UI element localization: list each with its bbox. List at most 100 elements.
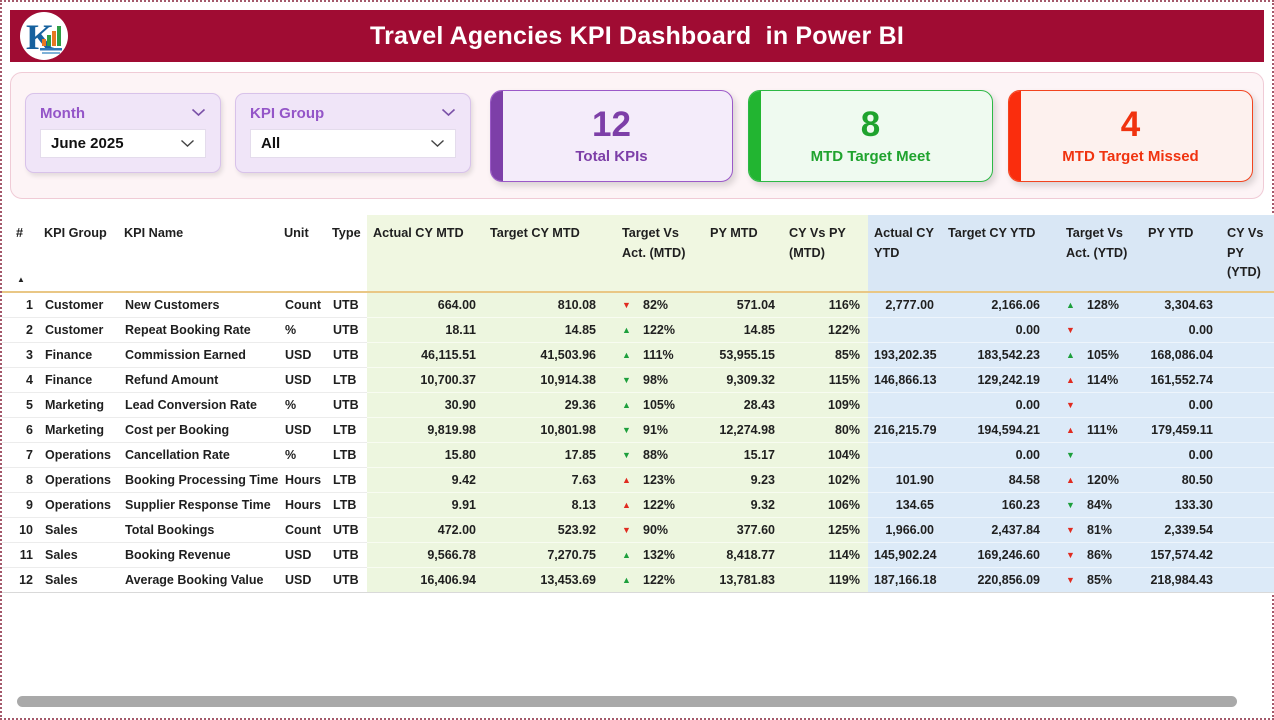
kpi-table-row[interactable]: 3 Finance Commission Earned USD UTB 46,115.51… [2,342,1274,368]
target-cy-ytd-cell: 84.58 [942,467,1048,493]
col-header-target-vs-act-mtd[interactable]: Target Vs Act. (MTD) [604,215,704,293]
row-index-cell: 11 [2,542,38,568]
py-ytd-cell: 161,552.74 [1142,367,1221,393]
type-cell: LTB [326,367,367,393]
cy-vs-py-ytd-cell [1221,517,1274,543]
kpi-name-cell: Total Bookings [118,517,278,543]
chevron-down-icon[interactable] [191,104,206,122]
target-vs-act-mtd-cell: ▲ 122% [604,317,704,343]
row-index-cell: 2 [2,317,38,343]
target-cy-mtd-cell: 41,503.96 [484,342,604,368]
row-index-cell: 12 [2,567,38,593]
target-cy-mtd-cell: 810.08 [484,292,604,318]
arrow-down-icon: ▼ [1066,524,1075,535]
sort-ascending-icon[interactable]: ▲ [17,274,25,284]
target-vs-act-mtd-cell: ▼ 98% [604,367,704,393]
kpi-table-body: 1 Customer New Customers Count UTB 664.00 810.… [2,292,1274,593]
unit-cell: % [278,442,326,468]
kpi-group-cell: Customer [38,317,118,343]
kpi-group-dropdown[interactable]: All [250,129,456,158]
col-header-py-ytd[interactable]: PY YTD [1142,215,1221,293]
kpi-table-row[interactable]: 12 Sales Average Booking Value USD UTB 16,406… [2,567,1274,593]
target-vs-act-ytd-cell: ▼ [1048,317,1142,343]
kpi-group-cell: Operations [38,467,118,493]
month-dropdown[interactable]: June 2025 [40,129,206,158]
kpi-name-cell: Refund Amount [118,367,278,393]
col-header-cy-vs-py-mtd[interactable]: CY Vs PY (MTD) [783,215,868,293]
kpi-table-row[interactable]: 10 Sales Total Bookings Count UTB 472.00 523.9… [2,517,1274,543]
col-header-kpi-group[interactable]: KPI Group [38,215,118,293]
horizontal-scrollbar[interactable] [17,696,1237,707]
actual-cy-ytd-cell: 216,215.79 [868,417,942,443]
arrow-down-icon: ▼ [622,524,631,535]
mtd-target-meet-value: 8 [860,104,881,144]
total-kpis-label: Total KPIs [575,148,648,166]
unit-cell: % [278,317,326,343]
col-header-cy-vs-py-ytd[interactable]: CY Vs PY (YTD) [1221,215,1274,293]
kpi-name-cell: Cancellation Rate [118,442,278,468]
card-accent-bar [1009,91,1021,181]
col-header-type[interactable]: Type [326,215,367,293]
target-vs-act-percent: 123% [643,472,675,487]
col-header-unit[interactable]: Unit [278,215,326,293]
kpi-table-row[interactable]: 1 Customer New Customers Count UTB 664.00 810.… [2,292,1274,318]
mtd-target-meet-label: MTD Target Meet [810,148,931,166]
arrow-up-icon: ▲ [1066,349,1075,360]
target-vs-act-percent: 91% [643,422,669,437]
kpi-table-row[interactable]: 7 Operations Cancellation Rate% LTB 15.80 17.… [2,442,1274,468]
company-logo-icon: K [18,11,70,61]
target-vs-act-percent: 120% [1087,472,1119,487]
col-header-py-mtd[interactable]: PY MTD [704,215,783,293]
unit-cell: USD [278,342,326,368]
month-dropdown-value: June 2025 [51,135,124,152]
target-vs-act-percent: 111% [1087,422,1118,437]
col-header-actual-cy-ytd[interactable]: Actual CY YTD [868,215,942,293]
col-header-target-vs-act-ytd[interactable]: Target Vs Act. (YTD) [1048,215,1142,293]
month-slicer-label: Month [40,104,85,122]
chevron-down-icon[interactable] [441,104,456,122]
kpi-name-cell: Repeat Booking Rate [118,317,278,343]
target-cy-ytd-cell: 2,437.84 [942,517,1048,543]
col-header-kpi-name[interactable]: KPI Name [118,215,278,293]
actual-cy-ytd-cell [868,442,942,468]
py-ytd-cell: 80.50 [1142,467,1221,493]
py-ytd-cell: 0.00 [1142,442,1221,468]
target-cy-ytd-cell: 2,166.06 [942,292,1048,318]
target-vs-act-percent: 122% [643,572,675,587]
type-cell: UTB [326,567,367,593]
col-header-index[interactable]: # ▲ [2,215,38,293]
kpi-name-cell: Supplier Response Time [118,492,278,518]
unit-cell: USD [278,367,326,393]
cy-vs-py-ytd-cell [1221,317,1274,343]
arrow-up-icon: ▲ [622,324,631,335]
col-header-target-cy-ytd[interactable]: Target CY YTD [942,215,1048,293]
month-slicer: Month June 2025 [25,93,221,173]
target-vs-act-percent: 82% [643,297,669,312]
row-index-cell: 10 [2,517,38,543]
kpi-name-cell: Commission Earned [118,342,278,368]
col-header-actual-cy-mtd[interactable]: Actual CY MTD [367,215,484,293]
target-vs-act-mtd-cell: ▼ 90% [604,517,704,543]
type-cell: LTB [326,442,367,468]
row-index-cell: 1 [2,292,38,318]
cy-vs-py-mtd-cell: 125% [783,517,868,543]
kpi-table-row[interactable]: 5 Marketing Lead Conversion Rate% UTB 30.90 2… [2,392,1274,418]
target-cy-ytd-cell: 0.00 [942,317,1048,343]
kpi-table-row[interactable]: 4 Finance Refund Amount USD LTB 10,700.37 10,9… [2,367,1274,393]
cy-vs-py-mtd-cell: 80% [783,417,868,443]
kpi-table-row[interactable]: 11 Sales Booking Revenue USD UTB 9,566.78 7,27… [2,542,1274,568]
row-index-cell: 3 [2,342,38,368]
target-vs-act-mtd-cell: ▲ 122% [604,567,704,593]
kpi-group-cell: Sales [38,517,118,543]
row-index-cell: 8 [2,467,38,493]
kpi-table-row[interactable]: 8 Operations Booking Processing Time Hours L… [2,467,1274,493]
cy-vs-py-ytd-cell [1221,292,1274,318]
actual-cy-ytd-cell: 146,866.13 [868,367,942,393]
col-header-target-cy-mtd[interactable]: Target CY MTD [484,215,604,293]
type-cell: UTB [326,292,367,318]
cy-vs-py-mtd-cell: 109% [783,392,868,418]
unit-cell: % [278,392,326,418]
kpi-table-row[interactable]: 6 Marketing Cost per Booking USD LTB 9,819.98… [2,417,1274,443]
kpi-table-row[interactable]: 2 Customer Repeat Booking Rate% UTB 18.11 14.… [2,317,1274,343]
kpi-table-row[interactable]: 9 Operations Supplier Response Time Hours LT… [2,492,1274,518]
